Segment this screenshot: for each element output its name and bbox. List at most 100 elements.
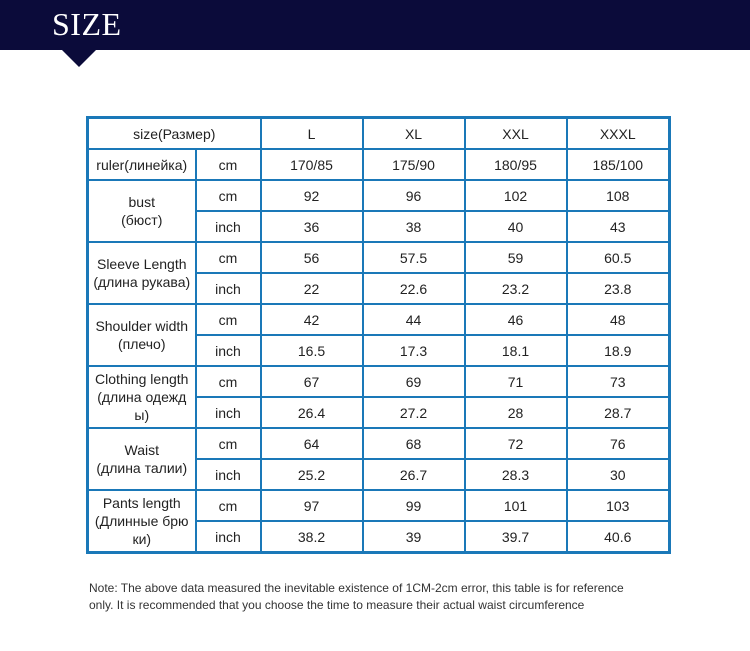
value-cell: 27.2 [361, 396, 466, 429]
table-row: inch 22 22.6 23.2 23.8 [88, 272, 671, 305]
value-cell: 72 [463, 427, 568, 460]
value-cell: 36 [259, 210, 364, 243]
value-cell: 17.3 [361, 334, 466, 367]
value-cell: 38.2 [259, 520, 364, 554]
value-cell: 64 [259, 427, 364, 460]
value-cell: 180/95 [463, 148, 568, 181]
header-size-l: L [259, 116, 364, 150]
value-cell: 30 [565, 458, 671, 491]
measurement-label-line: bust [128, 194, 155, 210]
measurement-label: Shoulder width (плечо) [86, 303, 197, 367]
measurement-label-line: (длина одежд [97, 389, 187, 405]
table-row: bust (бюст) cm 92 96 102 108 [86, 179, 671, 243]
unit-label: cm [194, 148, 262, 181]
measurement-label-line: Sleeve Length [96, 256, 187, 272]
measurement-label-line: Pants length [102, 495, 181, 511]
measurement-label-line: Shoulder width [95, 318, 189, 334]
value-cell: 16.5 [259, 334, 364, 367]
value-cell: 28.7 [565, 396, 671, 429]
value-cell: 46 [463, 303, 568, 336]
measurement-label: Pants length (Длинные брю ки) [86, 489, 197, 554]
table-row: Clothing length (длина одежд ы) cm 67 69 71 73 [86, 365, 671, 429]
value-cell: 28 [463, 396, 568, 429]
note-text: Note: The above data measured the inevit… [89, 580, 689, 614]
value-cell: 103 [565, 489, 671, 522]
value-cell: 76 [565, 427, 671, 460]
value-cell: 25.2 [259, 458, 364, 491]
measurement-label-line: ы) [134, 407, 150, 423]
header-bar: SIZE [0, 0, 750, 50]
unit-label: cm [194, 489, 262, 522]
value-cell: 108 [565, 179, 671, 212]
unit-label: inch [194, 334, 262, 367]
measurement-label-line: (Длинные брю [94, 513, 189, 529]
value-cell: 44 [361, 303, 466, 336]
unit-label: cm [194, 303, 262, 336]
size-table: size(Размер) L XL XXL XXXL ruler(линейка) cm 17… [86, 116, 671, 554]
value-cell: 18.1 [463, 334, 568, 367]
measurement-label: Sleeve Length (длина рукава) [86, 241, 197, 305]
value-cell: 101 [463, 489, 568, 522]
table-header-row: size(Размер) L XL XXL XXXL [86, 116, 671, 150]
table-row: inch 26.4 27.2 28 28.7 [88, 396, 671, 429]
value-cell: 67 [259, 365, 364, 398]
header-pointer [62, 50, 96, 67]
measurement-label-line: (плечо) [118, 336, 166, 352]
value-cell: 28.3 [463, 458, 568, 491]
header-size-xxxl: XXXL [565, 116, 671, 150]
unit-label: cm [194, 365, 262, 398]
value-cell: 59 [463, 241, 568, 274]
value-cell: 92 [259, 179, 364, 212]
measurement-label-line: ки) [132, 531, 152, 547]
value-cell: 175/90 [361, 148, 466, 181]
value-cell: 18.9 [565, 334, 671, 367]
header-size-xl: XL [361, 116, 466, 150]
note-line: Note: The above data measured the inevit… [89, 581, 624, 595]
table-row: inch 38.2 39 39.7 40.6 [88, 520, 671, 554]
size-table-body: size(Размер) L XL XXL XXXL ruler(линейка) cm 17… [86, 116, 671, 554]
unit-label: inch [194, 210, 262, 243]
value-cell: 73 [565, 365, 671, 398]
ruler-label: ruler(линейка) [86, 148, 197, 181]
measurement-label: Waist (длина талии) [86, 427, 197, 491]
note-line: only. It is recommended that you choose … [89, 598, 585, 612]
unit-label: cm [194, 427, 262, 460]
value-cell: 39 [361, 520, 466, 554]
value-cell: 56 [259, 241, 364, 274]
value-cell: 26.4 [259, 396, 364, 429]
value-cell: 43 [565, 210, 671, 243]
value-cell: 22.6 [361, 272, 466, 305]
unit-label: inch [194, 520, 262, 554]
unit-label: inch [194, 458, 262, 491]
table-row: inch 25.2 26.7 28.3 30 [88, 458, 671, 491]
value-cell: 185/100 [565, 148, 671, 181]
unit-label: cm [194, 179, 262, 212]
value-cell: 170/85 [259, 148, 364, 181]
table-row: inch 16.5 17.3 18.1 18.9 [88, 334, 671, 367]
value-cell: 69 [361, 365, 466, 398]
value-cell: 57.5 [361, 241, 466, 274]
value-cell: 60.5 [565, 241, 671, 274]
header-size-label: size(Размер) [86, 116, 262, 150]
value-cell: 39.7 [463, 520, 568, 554]
table-row: Shoulder width (плечо) cm 42 44 46 48 [86, 303, 671, 367]
value-cell: 23.8 [565, 272, 671, 305]
value-cell: 42 [259, 303, 364, 336]
measurement-label-line: Clothing length [95, 371, 189, 387]
page-title: SIZE [52, 6, 122, 42]
measurement-label-line: (длина талии) [96, 460, 188, 476]
table-row: Pants length (Длинные брю ки) cm 97 99 101 103 [86, 489, 671, 554]
table-row: ruler(линейка) cm 170/85 175/90 180/95 185/10… [86, 148, 671, 181]
measurement-label: Clothing length (длина одежд ы) [86, 365, 197, 429]
table-row: Waist (длина талии) cm 64 68 72 76 [86, 427, 671, 491]
measurement-label: bust (бюст) [86, 179, 197, 243]
measurement-label-line: Waist [124, 442, 159, 458]
measurement-label-line: (длина рукава) [93, 274, 191, 290]
table-row: Sleeve Length (длина рукава) cm 56 57.5 59 60.… [86, 241, 671, 305]
value-cell: 40 [463, 210, 568, 243]
value-cell: 38 [361, 210, 466, 243]
measurement-label-line: (бюст) [121, 212, 163, 228]
header-size-xxl: XXL [463, 116, 568, 150]
value-cell: 96 [361, 179, 466, 212]
value-cell: 22 [259, 272, 364, 305]
